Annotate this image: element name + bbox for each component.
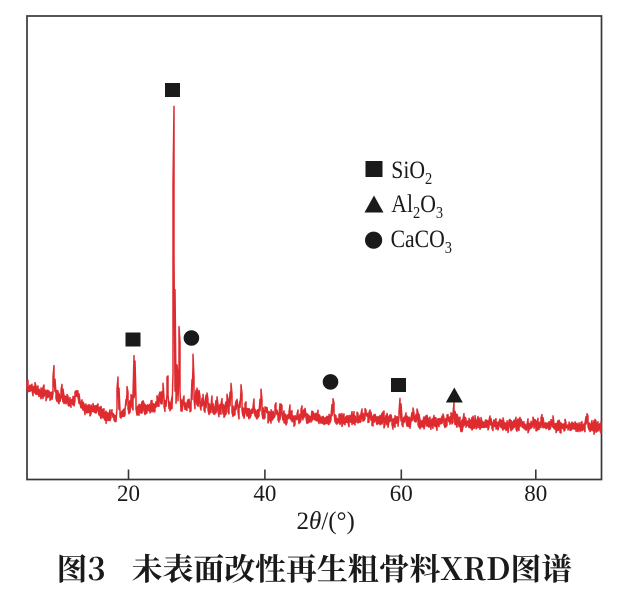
svg-text:80: 80 [524,481,547,506]
svg-text:CaCO3: CaCO3 [391,225,452,257]
svg-text:SiO2: SiO2 [391,156,432,188]
svg-text:60: 60 [390,481,413,506]
svg-text:20: 20 [117,481,140,506]
svg-text:40: 40 [253,481,276,506]
svg-text:2θ/(°): 2θ/(°) [297,508,355,535]
